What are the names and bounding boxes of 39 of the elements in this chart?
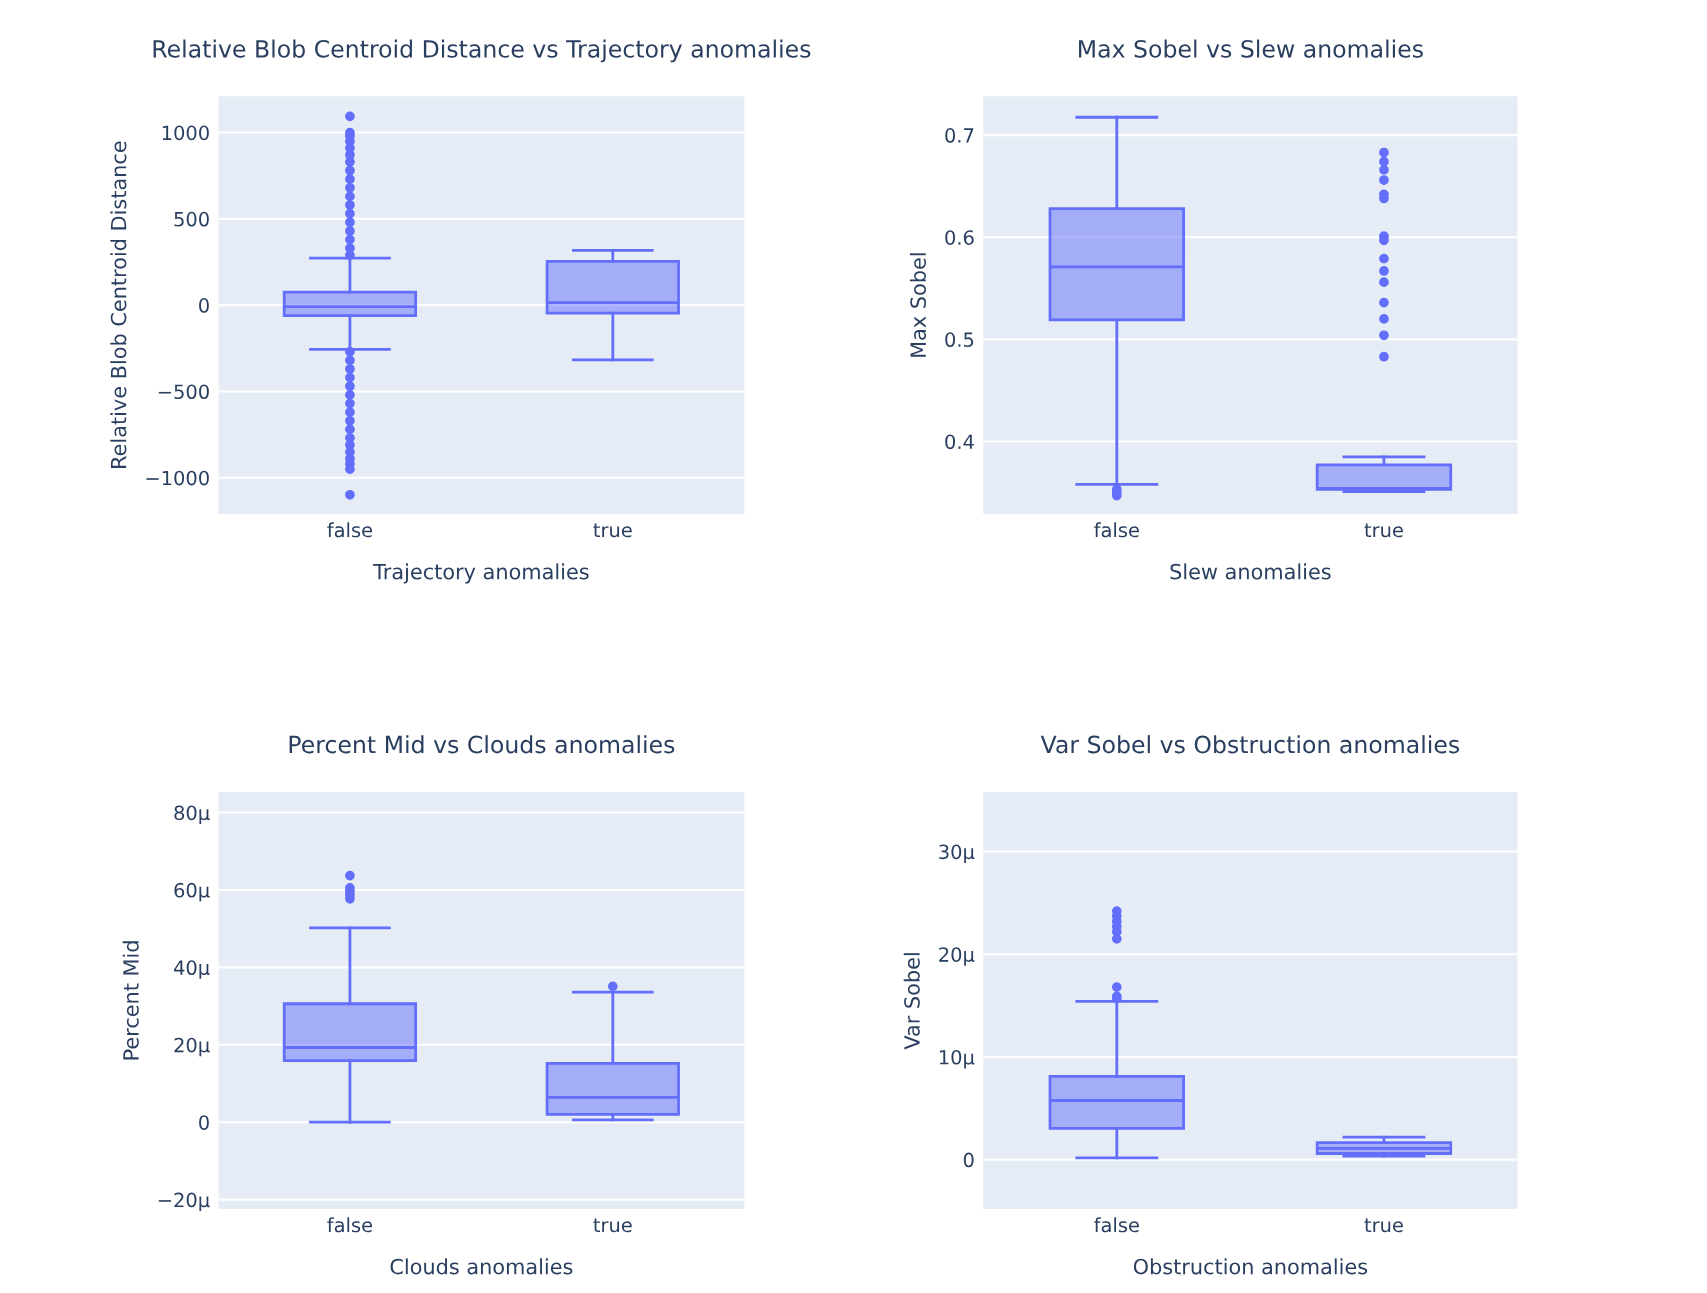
- y-tick-label: 0: [963, 1152, 974, 1168]
- x-axis-title: Slew anomalies: [1170, 563, 1331, 580]
- y-axis-title: Max Sobel: [909, 253, 927, 357]
- x-tick-label: false: [327, 522, 373, 538]
- y-tick-label: 20µ: [174, 1037, 210, 1057]
- x-tick-label: true: [593, 523, 632, 538]
- y-tick-label: 0.6: [945, 230, 974, 245]
- chart-title: Relative Blob Centroid Distance vs Trajectory anomalies: [153, 39, 811, 63]
- y-tick-label: −500: [158, 384, 209, 400]
- chart-title: Max Sobel vs Slew anomalies: [1079, 39, 1423, 58]
- y-tick-label: 80µ: [174, 805, 210, 824]
- y-axis-title: Relative Blob Centroid Distance: [110, 141, 127, 468]
- x-axis-title: Clouds anomalies: [390, 1258, 573, 1275]
- x-axis-title: Trajectory anomalies: [373, 563, 589, 584]
- x-tick-label: true: [1364, 1218, 1403, 1233]
- y-tick-label: 0: [199, 1115, 209, 1130]
- y-tick-label: −20µ: [158, 1192, 210, 1212]
- chart-title: Var Sobel vs Obstruction anomalies: [1040, 735, 1460, 754]
- y-tick-label: 0.4: [945, 434, 974, 450]
- x-tick-label: true: [593, 1218, 632, 1233]
- y-axis-title: Var Sobel: [903, 953, 920, 1050]
- x-tick-label: false: [1094, 522, 1139, 538]
- chart-title: Percent Mid vs Clouds anomalies: [289, 735, 675, 754]
- y-tick-label: 500: [174, 211, 209, 227]
- y-axis-title: Percent Mid: [122, 941, 139, 1060]
- x-tick-label: false: [327, 1217, 373, 1233]
- x-tick-label: true: [1364, 523, 1403, 538]
- y-tick-label: 40µ: [174, 960, 210, 979]
- y-tick-label: 60µ: [174, 882, 210, 902]
- y-tick-label: 30µ: [939, 844, 975, 863]
- y-tick-label: 0: [199, 298, 209, 313]
- y-tick-label: 0.7: [945, 128, 974, 143]
- y-tick-label: 0.5: [945, 332, 974, 348]
- y-tick-label: 20µ: [939, 947, 975, 966]
- y-tick-label: 1000: [162, 125, 209, 141]
- y-tick-label: −1000: [146, 470, 209, 486]
- y-tick-label: 10µ: [939, 1049, 975, 1069]
- x-axis-title: Obstruction anomalies: [1133, 1258, 1368, 1275]
- x-tick-label: false: [1094, 1217, 1139, 1233]
